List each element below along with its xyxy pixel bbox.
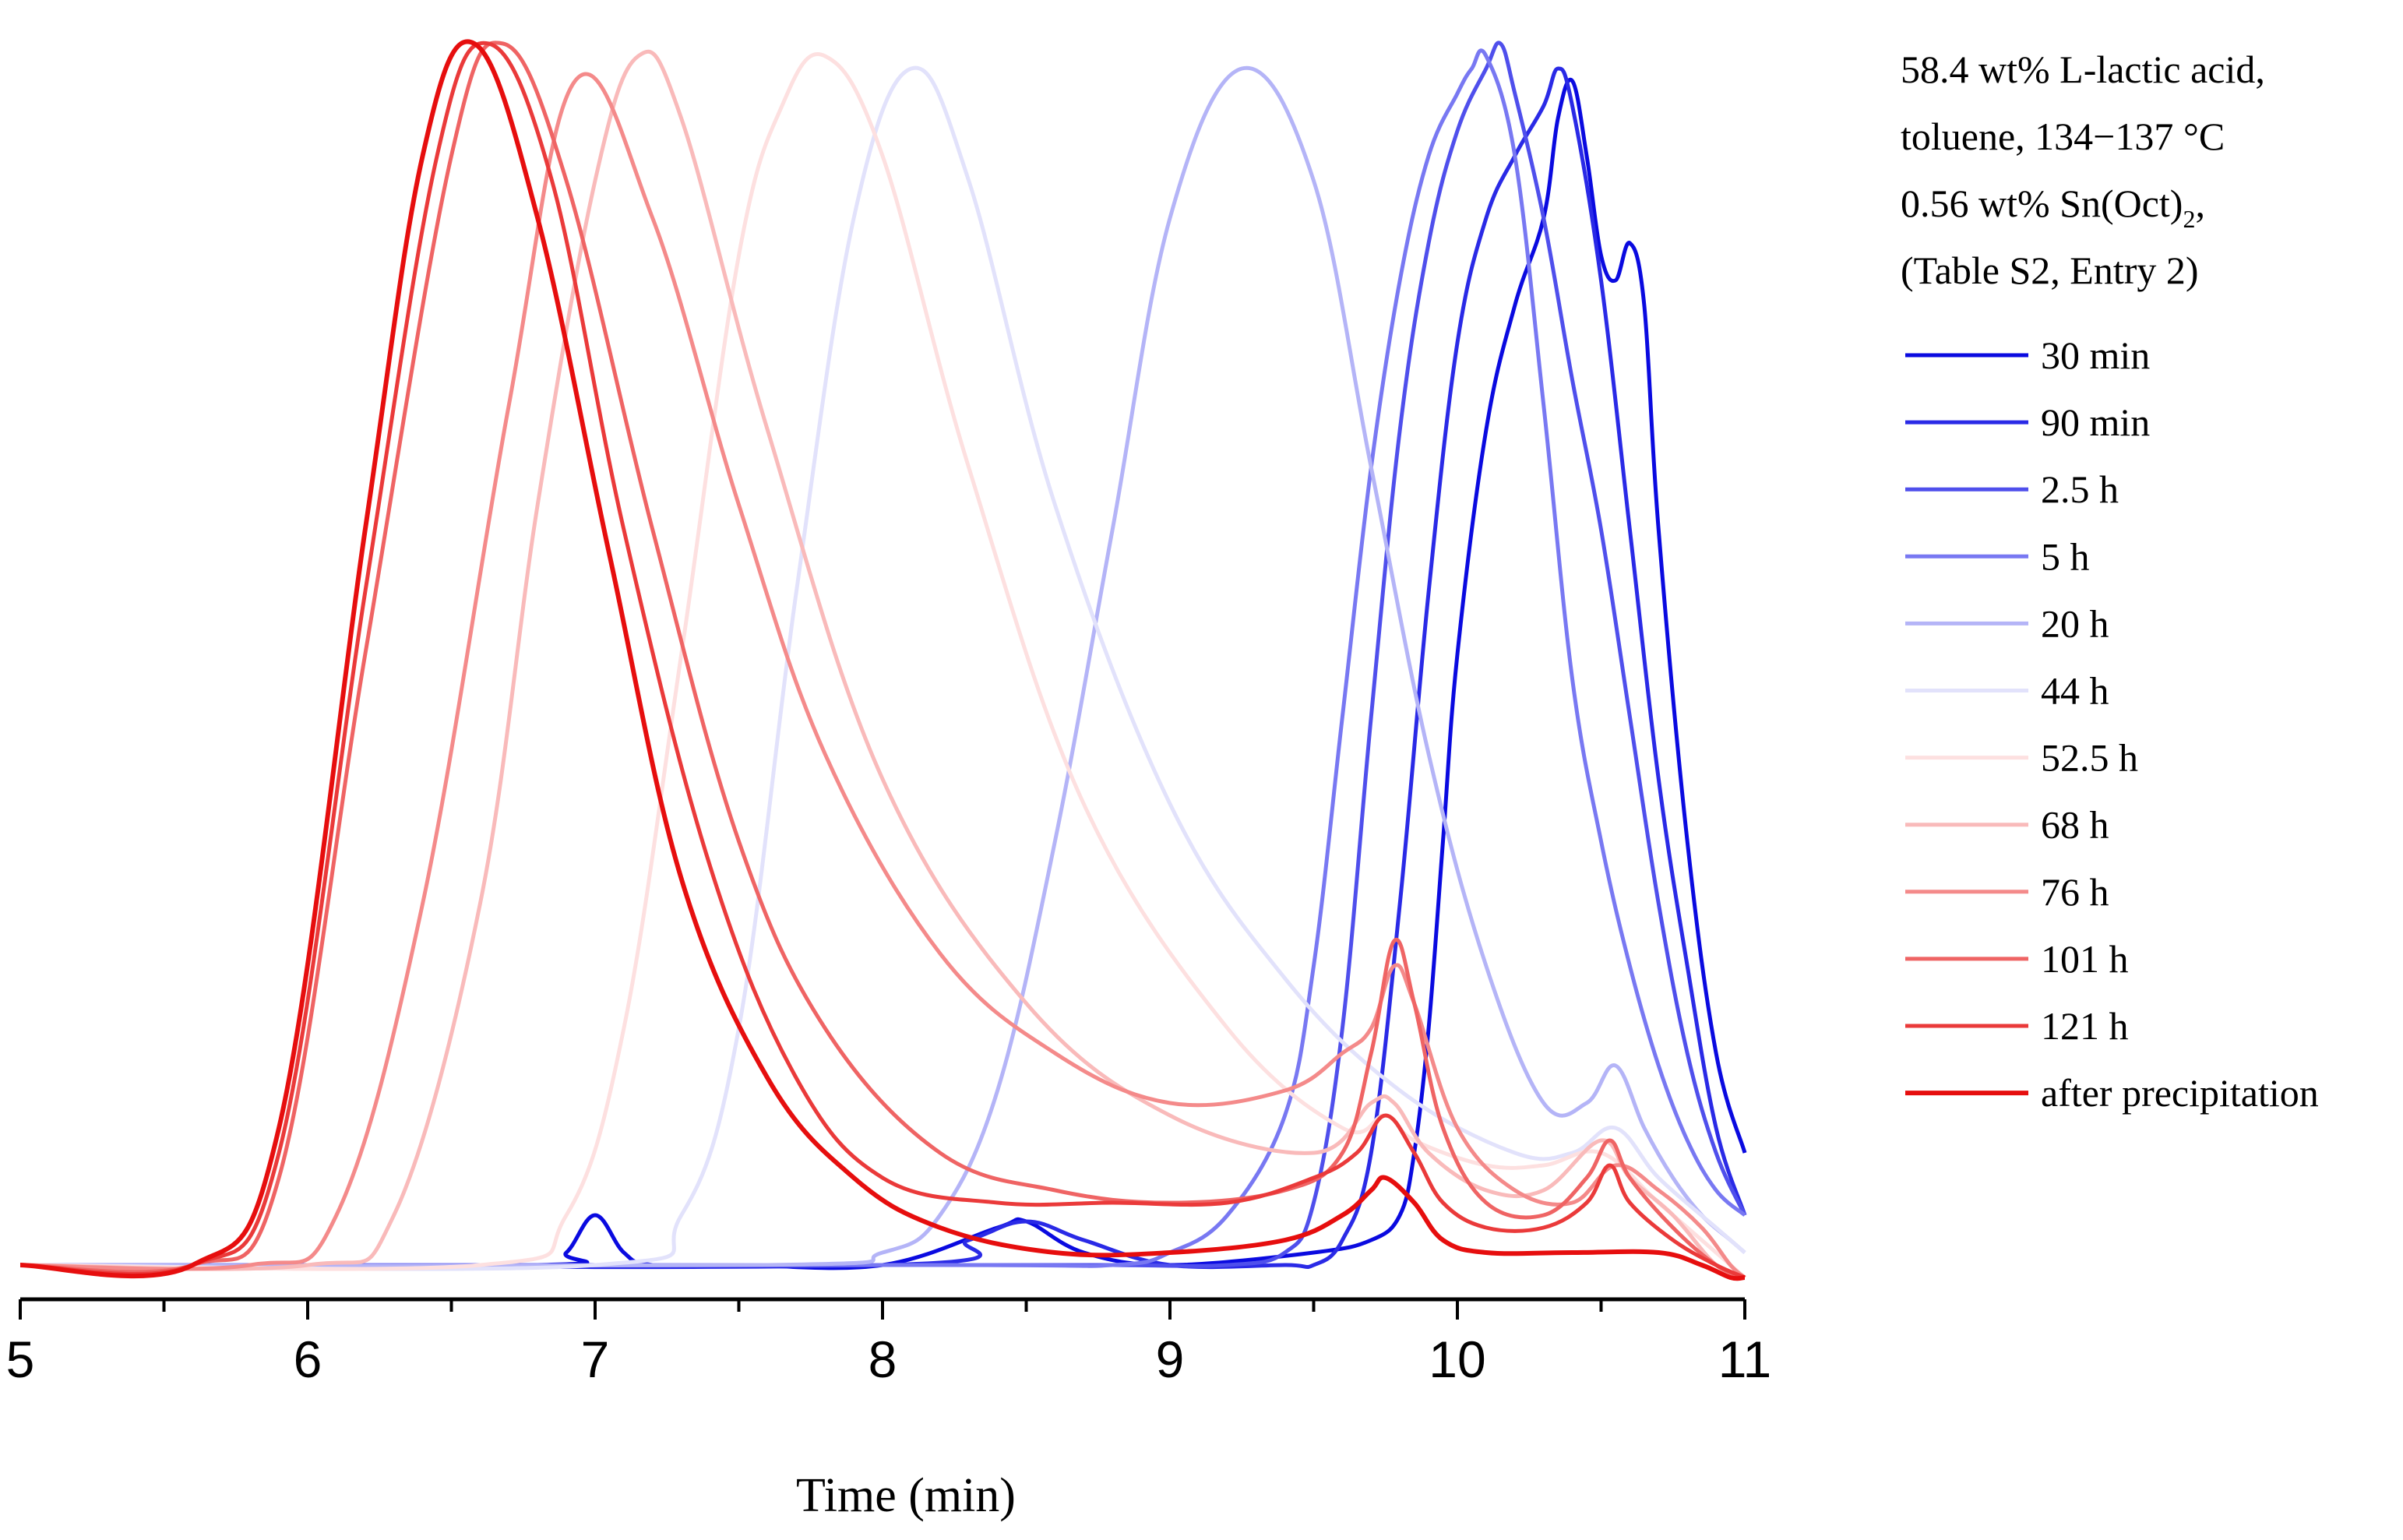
legend-label: 52.5 h — [2041, 736, 2138, 780]
series-line-2-5-h — [20, 41, 1747, 1268]
annotation-line-3-end: , — [2195, 181, 2205, 225]
x-tick-label: 5 — [6, 1330, 35, 1388]
legend-label: 30 min — [2041, 333, 2150, 377]
legend-label: 76 h — [2041, 870, 2109, 914]
legend-label: 90 min — [2041, 400, 2150, 444]
x-axis: 5 6 7 8 9 10 11 — [6, 1297, 1772, 1388]
series-line-44-h — [19, 65, 1746, 1271]
series-line-121-h — [19, 41, 1746, 1280]
series-line-30-min — [19, 77, 1747, 1270]
plot-area — [19, 39, 1747, 1281]
x-tick-label: 10 — [1429, 1330, 1485, 1388]
series-line-90-min — [19, 66, 1747, 1270]
annotation-line-1: 58.4 wt% L-lactic acid, — [1901, 48, 2265, 91]
legend-label: after precipitation — [2041, 1071, 2319, 1115]
series-line-68-h — [19, 49, 1746, 1280]
annotation-line-3: 0.56 wt% Sn(Oct)2, — [1901, 181, 2205, 233]
legend: 30 min 90 min 2.5 h 5 h 20 h 44 h 52.5 h 68 h 76… — [1905, 333, 2319, 1115]
legend-label: 20 h — [2041, 601, 2109, 645]
legend-label: 101 h — [2041, 937, 2129, 981]
x-tick-label: 9 — [1156, 1330, 1185, 1388]
chart-annotation: 58.4 wt% L-lactic acid, toluene, 134−137… — [1901, 48, 2265, 292]
x-tick-label: 6 — [294, 1330, 322, 1388]
legend-label: 2.5 h — [2041, 467, 2119, 511]
legend-label: 5 h — [2041, 534, 2090, 578]
series-line-5-h — [20, 48, 1746, 1268]
legend-label: 121 h — [2041, 1004, 2129, 1048]
annotation-line-4: (Table S2, Entry 2) — [1901, 248, 2199, 292]
x-tick-label: 8 — [869, 1330, 897, 1388]
series-line-76-h — [19, 72, 1746, 1279]
legend-label: 68 h — [2041, 803, 2109, 847]
legend-label: 44 h — [2041, 669, 2109, 713]
series-line-52-5-h — [19, 52, 1746, 1279]
annotation-line-3-main: 0.56 wt% Sn(Oct) — [1901, 181, 2183, 225]
x-tick-label: 7 — [581, 1330, 610, 1388]
series-line-101-h — [19, 41, 1746, 1280]
annotation-line-3-sub: 2 — [2183, 205, 2195, 233]
x-tick-label: 11 — [1718, 1330, 1772, 1388]
x-axis-title: Time (min) — [796, 1469, 1016, 1522]
series-line-20-h — [19, 65, 1746, 1268]
series-line-after-precipitation — [19, 39, 1746, 1281]
annotation-line-2: toluene, 134−137 °C — [1901, 115, 2225, 158]
